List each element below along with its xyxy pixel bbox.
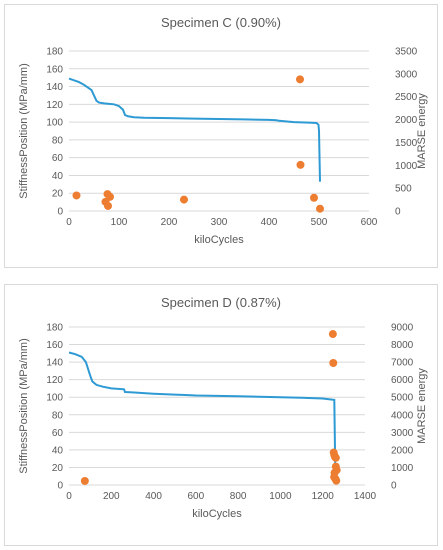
y2-tick-label: 3000 <box>395 69 418 80</box>
y-tick-label: 160 <box>46 340 63 351</box>
marse-energy-point <box>330 468 339 477</box>
y-tick-label: 0 <box>57 207 63 218</box>
y2-tick-label: 6000 <box>391 375 414 386</box>
chart-panel-specimen-d: Specimen D (0.87%) 0 20 40 60 80 100 120 140 160 1… <box>4 284 438 546</box>
marse-energy-point <box>80 476 89 485</box>
marse-energy-point <box>331 453 340 462</box>
y2-axis-label: MARSE energy <box>416 93 428 169</box>
chart-specimen-c: Specimen C (0.90%) 0 20 40 60 80 100 120 140 160 1… <box>18 15 428 246</box>
marse-energy-point <box>329 358 338 367</box>
y-tick-label: 0 <box>57 481 63 492</box>
y-tick-label: 100 <box>46 393 63 404</box>
x-tick-label: 400 <box>145 491 162 502</box>
x-tick-label: 100 <box>111 217 128 228</box>
marse-energy-point <box>296 160 305 169</box>
y-tick-label: 160 <box>46 64 63 75</box>
y-tick-label: 140 <box>46 358 63 369</box>
y2-tick-label: 4000 <box>391 410 414 421</box>
y2-tick-label: 2000 <box>395 115 418 126</box>
y2-axis-label: MARSE energy <box>416 368 428 444</box>
x-tick-label: 300 <box>211 217 228 228</box>
stiffness-line <box>68 77 321 182</box>
y2-tick-label: 7000 <box>391 358 414 369</box>
x-axis-label: kiloCycles <box>192 508 242 520</box>
marse-energy-point <box>72 191 81 200</box>
y2-tick-label: 3000 <box>391 428 414 439</box>
y-tick-label: 140 <box>46 82 63 93</box>
x-tick-label: 0 <box>66 491 72 502</box>
y-tick-label: 120 <box>46 375 63 386</box>
y-tick-label: 40 <box>52 171 64 182</box>
y-tick-label: 60 <box>52 428 64 439</box>
y-tick-label: 20 <box>52 463 64 474</box>
x-tick-label: 600 <box>361 217 378 228</box>
x-tick-label: 200 <box>161 217 178 228</box>
y-tick-label: 100 <box>46 118 63 129</box>
x-tick-label: 800 <box>230 491 247 502</box>
y-tick-label: 40 <box>52 445 64 456</box>
y2-tick-label: 2000 <box>391 445 414 456</box>
y2-tick-label: 2500 <box>395 92 418 103</box>
marse-energy-point <box>106 192 114 201</box>
y-axis-label: StiffnessPosition (MPa/mm) <box>18 63 30 199</box>
chart-specimen-d: Specimen D (0.87%) 0 20 40 60 80 100 120 140 160 1… <box>18 295 428 520</box>
y-tick-label: 20 <box>52 189 64 200</box>
x-tick-label: 600 <box>188 491 205 502</box>
x-tick-label: 1000 <box>269 491 292 502</box>
x-tick-label: 1400 <box>354 491 377 502</box>
y2-tick-label: 0 <box>395 207 401 218</box>
y-tick-label: 120 <box>46 100 63 111</box>
y2-tick-label: 8000 <box>391 340 414 351</box>
marse-energy-point <box>332 476 341 485</box>
y2-tick-label: 1500 <box>395 138 418 149</box>
y-tick-label: 80 <box>52 135 64 146</box>
stiffness-line <box>68 351 337 479</box>
y-tick-label: 60 <box>52 153 64 164</box>
chart-title: Specimen C (0.90%) <box>161 15 281 30</box>
y2-tick-label: 5000 <box>391 393 414 404</box>
x-tick-label: 400 <box>261 217 278 228</box>
y2-tick-label: 500 <box>395 184 412 195</box>
x-tick-label: 500 <box>311 217 328 228</box>
marse-energy-point <box>296 75 304 84</box>
y-tick-label: 180 <box>46 47 63 58</box>
y2-tick-label: 9000 <box>391 323 414 334</box>
y-axis-label: StiffnessPosition (MPa/mm) <box>18 338 30 474</box>
x-tick-label: 200 <box>103 491 120 502</box>
y-tick-label: 180 <box>46 323 63 334</box>
chart-title: Specimen D (0.87%) <box>161 295 281 310</box>
y2-tick-label: 1000 <box>391 463 414 474</box>
x-axis-label: kiloCycles <box>194 234 244 246</box>
y2-tick-label: 3500 <box>395 47 418 58</box>
y2-tick-label: 1000 <box>395 161 418 172</box>
y2-tick-label: 0 <box>391 481 397 492</box>
marse-energy-point <box>316 204 324 213</box>
y-tick-label: 80 <box>52 410 64 421</box>
marse-energy-point <box>180 195 188 204</box>
chart-panel-specimen-c: Specimen C (0.90%) 0 20 40 60 80 100 120 140 160 1… <box>4 4 438 268</box>
marse-energy-point <box>328 330 337 339</box>
x-tick-label: 0 <box>66 217 72 228</box>
marse-energy-point <box>310 193 318 202</box>
marse-energy-point <box>104 201 112 210</box>
x-tick-label: 1200 <box>312 491 335 502</box>
